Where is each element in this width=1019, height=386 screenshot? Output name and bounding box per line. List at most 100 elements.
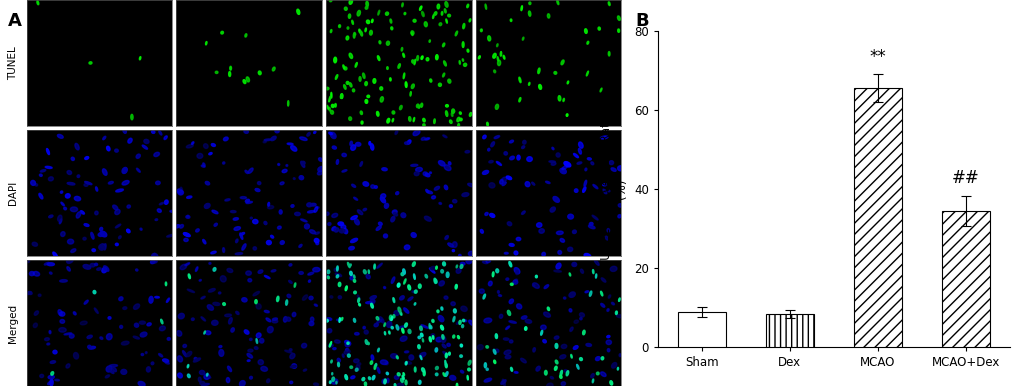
Ellipse shape [487, 148, 489, 151]
Ellipse shape [355, 63, 357, 67]
Ellipse shape [107, 146, 110, 151]
Ellipse shape [133, 336, 140, 339]
Ellipse shape [389, 315, 391, 320]
Ellipse shape [370, 185, 374, 188]
Ellipse shape [484, 363, 486, 368]
Ellipse shape [264, 222, 267, 225]
Ellipse shape [136, 154, 141, 158]
Ellipse shape [566, 371, 569, 376]
Ellipse shape [524, 327, 527, 330]
Ellipse shape [339, 229, 344, 233]
Ellipse shape [37, 1, 39, 5]
Ellipse shape [374, 186, 377, 188]
Ellipse shape [266, 379, 269, 383]
Ellipse shape [567, 247, 572, 251]
Ellipse shape [67, 239, 73, 244]
Ellipse shape [138, 381, 145, 386]
Ellipse shape [399, 312, 401, 315]
Ellipse shape [291, 364, 297, 368]
Ellipse shape [353, 279, 356, 282]
Ellipse shape [543, 285, 548, 289]
Ellipse shape [272, 320, 277, 323]
Ellipse shape [155, 219, 158, 220]
Ellipse shape [596, 372, 598, 375]
Ellipse shape [332, 348, 335, 350]
Ellipse shape [353, 89, 355, 92]
Ellipse shape [460, 264, 463, 268]
Ellipse shape [177, 189, 181, 193]
Ellipse shape [373, 264, 375, 269]
Ellipse shape [196, 267, 198, 271]
Ellipse shape [250, 376, 252, 379]
Ellipse shape [555, 231, 562, 235]
Ellipse shape [65, 194, 70, 198]
Ellipse shape [606, 335, 609, 338]
Ellipse shape [81, 211, 85, 214]
Ellipse shape [197, 153, 203, 158]
Ellipse shape [532, 283, 539, 288]
Ellipse shape [365, 81, 367, 86]
Ellipse shape [607, 52, 609, 56]
Ellipse shape [485, 346, 488, 348]
Ellipse shape [444, 2, 447, 7]
Ellipse shape [315, 232, 319, 234]
Ellipse shape [120, 369, 126, 374]
Ellipse shape [443, 165, 450, 171]
Ellipse shape [357, 210, 363, 215]
Ellipse shape [403, 372, 405, 376]
Ellipse shape [396, 373, 399, 376]
Ellipse shape [256, 339, 258, 344]
Ellipse shape [344, 375, 347, 380]
Ellipse shape [155, 296, 159, 298]
Ellipse shape [447, 79, 450, 83]
Ellipse shape [422, 124, 425, 126]
Ellipse shape [600, 278, 605, 282]
Ellipse shape [177, 356, 182, 362]
Ellipse shape [235, 239, 237, 243]
Ellipse shape [264, 276, 270, 279]
Ellipse shape [374, 323, 378, 327]
Text: B: B [635, 12, 648, 30]
Ellipse shape [506, 310, 511, 315]
Ellipse shape [84, 223, 89, 227]
Ellipse shape [409, 355, 414, 360]
Ellipse shape [416, 104, 419, 108]
Ellipse shape [496, 44, 497, 47]
Ellipse shape [405, 380, 407, 385]
Ellipse shape [336, 319, 340, 321]
Ellipse shape [362, 378, 365, 381]
Ellipse shape [465, 151, 469, 153]
Ellipse shape [484, 212, 488, 215]
Ellipse shape [618, 298, 620, 301]
Ellipse shape [555, 153, 559, 157]
Ellipse shape [493, 70, 495, 73]
Ellipse shape [114, 149, 118, 152]
Ellipse shape [552, 196, 558, 202]
Ellipse shape [331, 104, 334, 108]
Ellipse shape [332, 146, 336, 149]
Ellipse shape [568, 214, 573, 219]
Ellipse shape [467, 49, 469, 52]
Ellipse shape [222, 303, 225, 305]
Ellipse shape [115, 209, 120, 215]
Ellipse shape [368, 377, 370, 380]
Ellipse shape [266, 318, 270, 322]
Ellipse shape [458, 124, 460, 127]
Ellipse shape [411, 164, 418, 166]
Ellipse shape [547, 14, 549, 18]
Ellipse shape [112, 367, 116, 372]
Ellipse shape [341, 153, 346, 157]
Ellipse shape [392, 315, 394, 318]
Ellipse shape [516, 237, 521, 241]
Ellipse shape [299, 176, 304, 180]
Ellipse shape [67, 171, 71, 174]
Ellipse shape [71, 157, 74, 161]
Ellipse shape [266, 240, 271, 245]
Ellipse shape [408, 297, 413, 301]
Ellipse shape [468, 320, 474, 326]
Ellipse shape [337, 362, 339, 367]
Ellipse shape [414, 59, 416, 65]
Ellipse shape [449, 205, 451, 207]
Ellipse shape [447, 243, 453, 247]
Ellipse shape [200, 381, 205, 385]
